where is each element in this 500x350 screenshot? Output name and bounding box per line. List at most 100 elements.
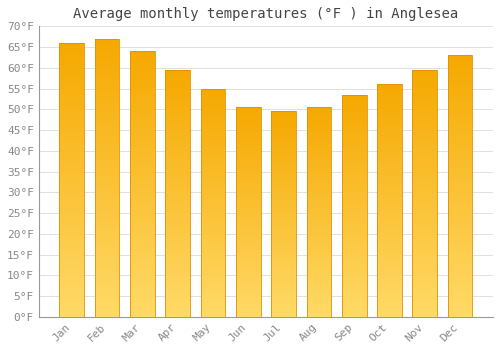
Bar [306, 116, 331, 118]
Bar [94, 270, 120, 272]
Bar [94, 211, 120, 214]
Bar [130, 78, 155, 80]
Bar [271, 111, 296, 113]
Bar [94, 114, 120, 117]
Bar [200, 232, 226, 234]
Bar [166, 240, 190, 243]
Bar [412, 85, 437, 87]
Bar [412, 122, 437, 124]
Bar [448, 217, 472, 220]
Bar [130, 229, 155, 232]
Bar [342, 181, 366, 184]
Bar [236, 244, 260, 246]
Bar [377, 117, 402, 119]
Bar [412, 70, 437, 72]
Bar [166, 156, 190, 159]
Bar [200, 107, 226, 109]
Bar [377, 268, 402, 270]
Bar [306, 191, 331, 193]
Bar [200, 308, 226, 310]
Bar [130, 293, 155, 295]
Bar [236, 141, 260, 143]
Bar [377, 243, 402, 245]
Bar [166, 119, 190, 122]
Bar [130, 62, 155, 64]
Bar [94, 139, 120, 142]
Bar [342, 206, 366, 208]
Bar [166, 136, 190, 139]
Bar [342, 226, 366, 228]
Bar [60, 155, 84, 158]
Bar [306, 214, 331, 216]
Bar [306, 266, 331, 268]
Bar [377, 101, 402, 103]
Bar [448, 299, 472, 301]
Bar [130, 126, 155, 128]
Bar [94, 39, 120, 42]
Bar [306, 315, 331, 317]
Bar [342, 215, 366, 217]
Bar [448, 118, 472, 121]
Bar [342, 219, 366, 221]
Bar [271, 163, 296, 165]
Bar [94, 275, 120, 278]
Bar [448, 168, 472, 170]
Bar [200, 198, 226, 201]
Bar [271, 286, 296, 288]
Bar [306, 170, 331, 172]
Bar [166, 258, 190, 260]
Bar [412, 117, 437, 119]
Bar [94, 289, 120, 292]
Bar [94, 217, 120, 219]
Bar [60, 133, 84, 136]
Bar [200, 150, 226, 153]
Bar [94, 44, 120, 47]
Bar [412, 119, 437, 122]
Bar [130, 280, 155, 282]
Bar [342, 175, 366, 177]
Bar [166, 87, 190, 90]
Bar [94, 64, 120, 66]
Bar [412, 208, 437, 211]
Bar [130, 51, 155, 54]
Bar [94, 147, 120, 150]
Bar [200, 255, 226, 258]
Bar [130, 221, 155, 224]
Bar [306, 136, 331, 139]
Bar [342, 193, 366, 195]
Bar [166, 312, 190, 314]
Bar [166, 149, 190, 151]
Bar [306, 120, 331, 122]
Bar [306, 310, 331, 313]
Bar [377, 170, 402, 173]
Bar [342, 141, 366, 144]
Bar [166, 235, 190, 238]
Bar [94, 261, 120, 264]
Bar [236, 212, 260, 214]
Bar [342, 110, 366, 112]
Bar [377, 142, 402, 145]
Bar [448, 82, 472, 84]
Bar [166, 72, 190, 75]
Bar [377, 191, 402, 194]
Bar [130, 213, 155, 216]
Bar [60, 259, 84, 262]
Bar [200, 177, 226, 180]
Bar [377, 238, 402, 240]
Bar [412, 139, 437, 141]
Bar [60, 284, 84, 287]
Bar [200, 109, 226, 111]
Bar [236, 214, 260, 216]
Bar [130, 51, 155, 317]
Bar [60, 281, 84, 284]
Bar [412, 72, 437, 75]
Bar [412, 260, 437, 262]
Bar [377, 308, 402, 310]
Bar [306, 153, 331, 155]
Bar [342, 312, 366, 315]
Bar [60, 237, 84, 240]
Bar [60, 73, 84, 76]
Bar [377, 310, 402, 312]
Bar [306, 306, 331, 308]
Bar [342, 270, 366, 272]
